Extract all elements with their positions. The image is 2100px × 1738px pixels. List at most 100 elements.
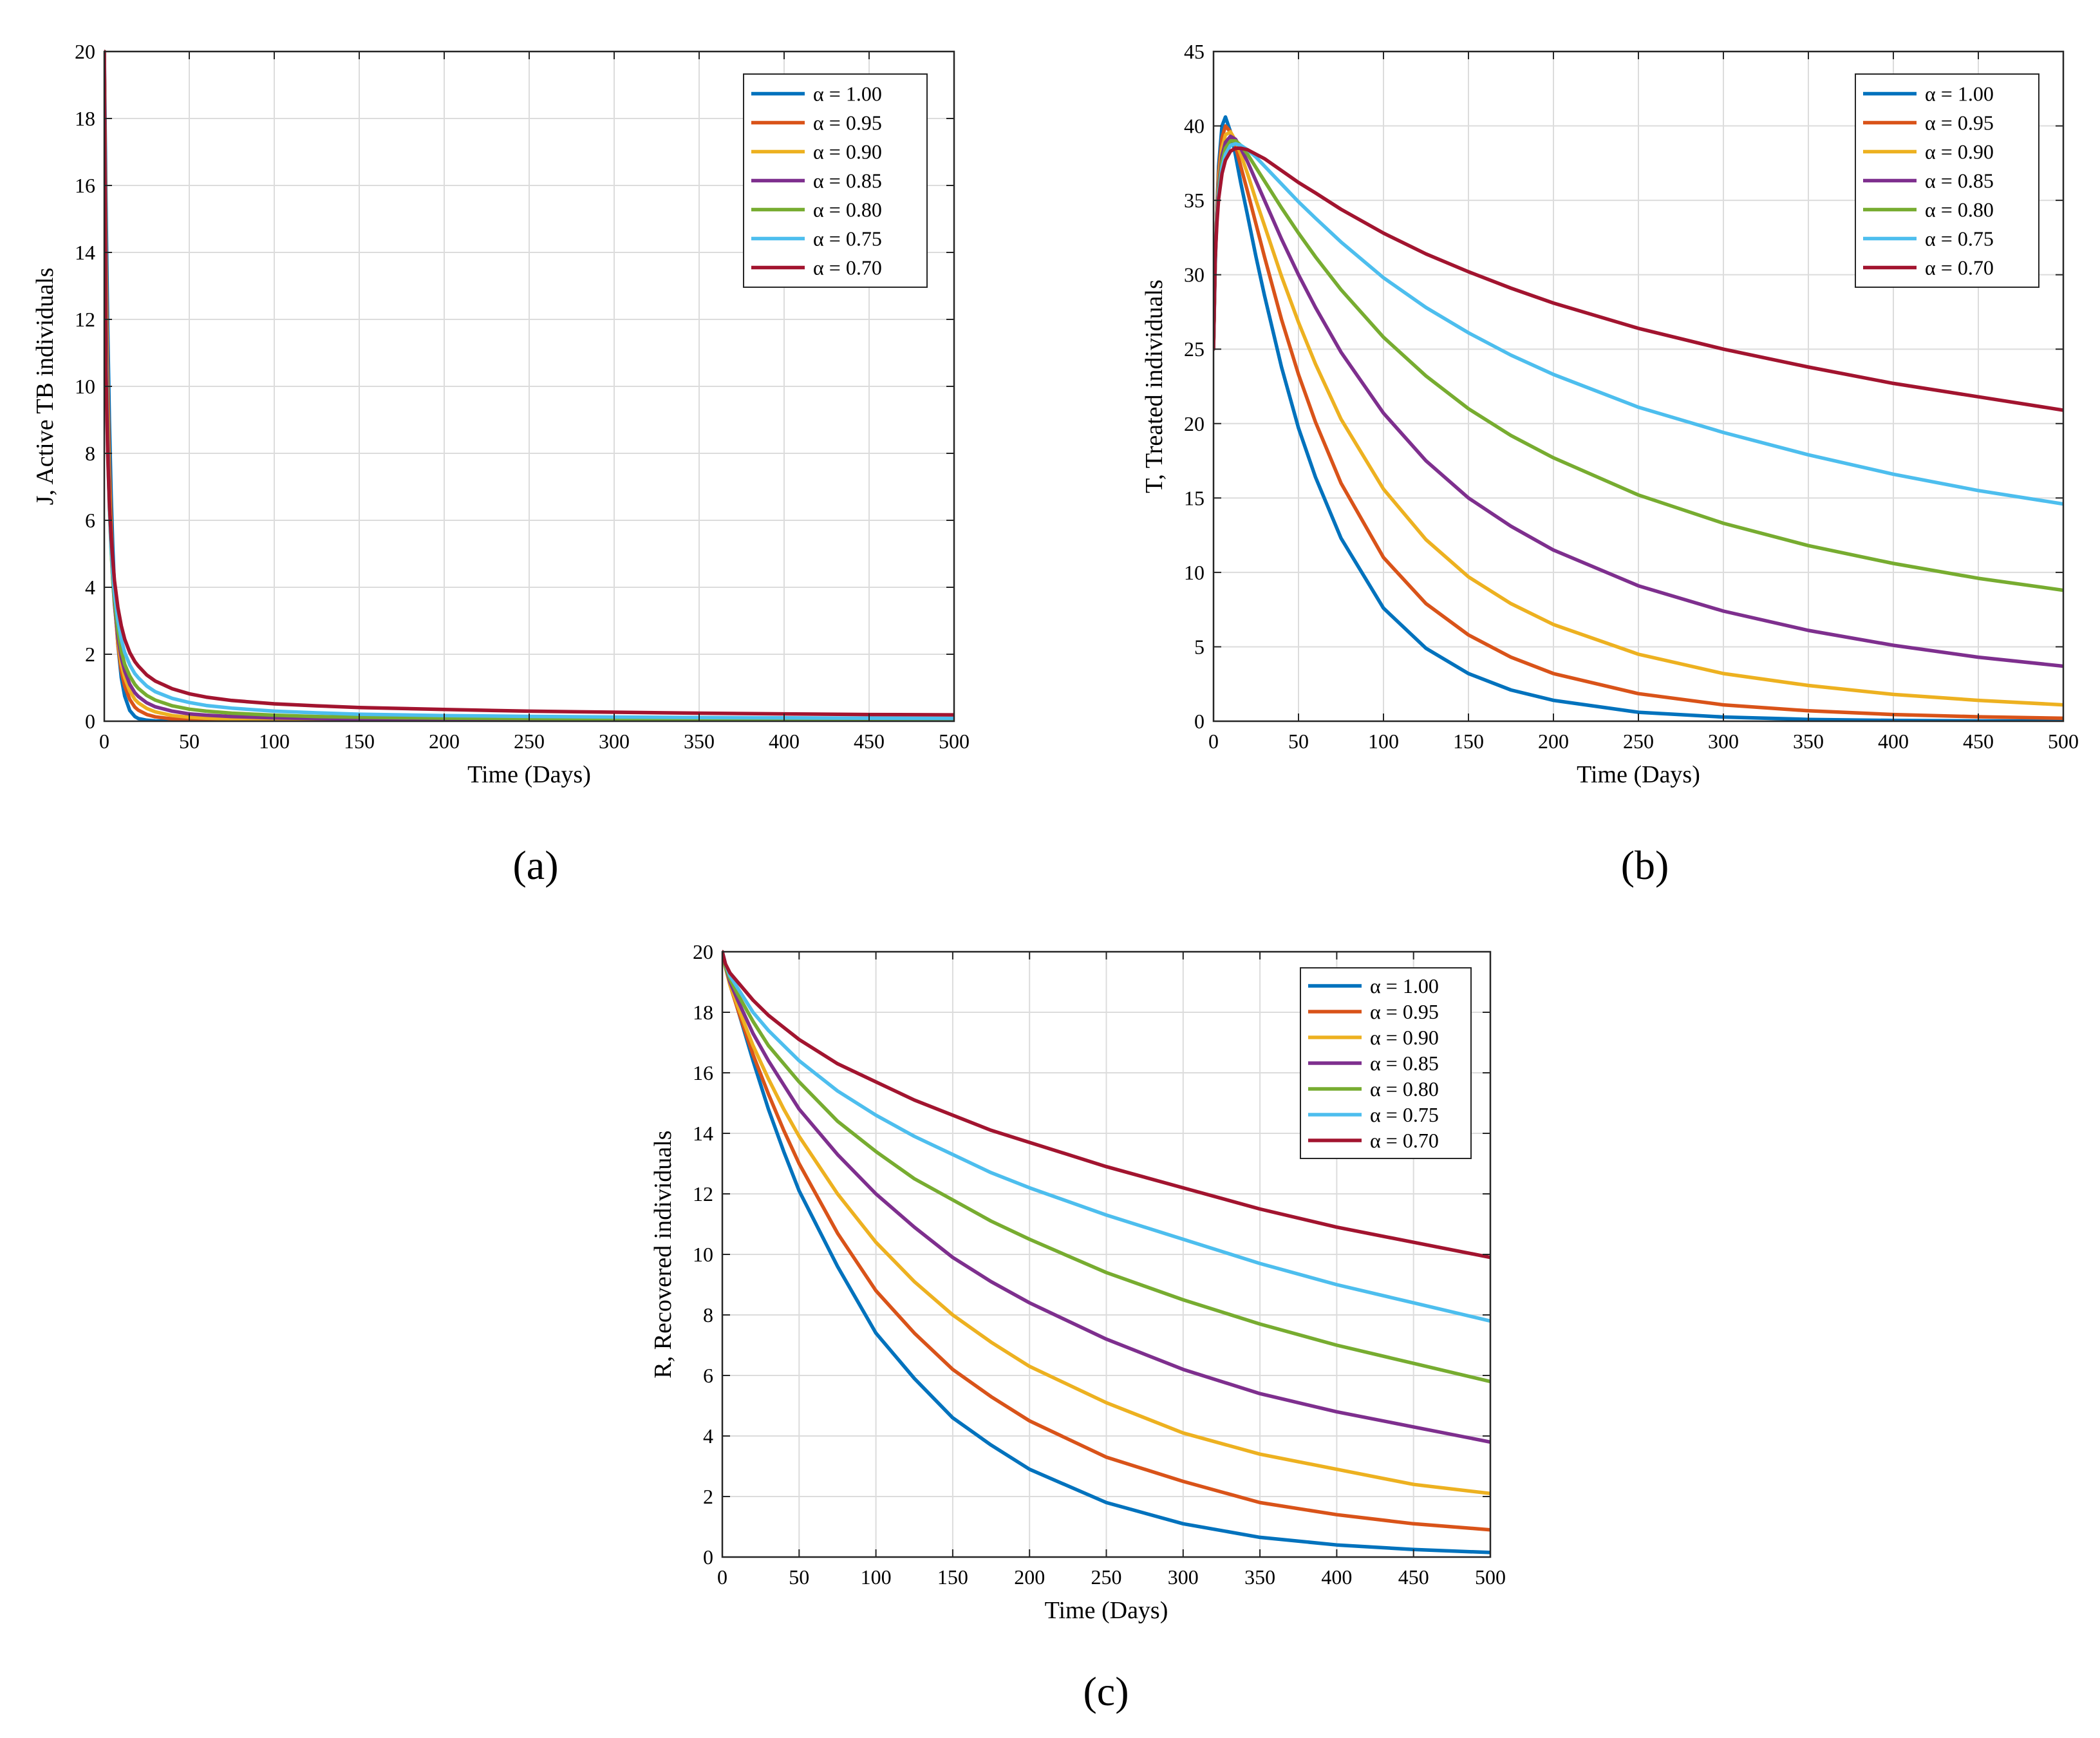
legend-entry-0: α = 1.00: [813, 82, 882, 106]
series-line-6: [104, 50, 954, 717]
x-tick-label: 300: [1168, 1565, 1199, 1589]
y-tick-label: 25: [1184, 337, 1205, 361]
y-tick-label: 12: [75, 308, 95, 331]
legend-entry-1: α = 0.95: [1925, 111, 1994, 135]
legend-entry-6: α = 0.70: [1925, 256, 1994, 279]
legend-entry-6: α = 0.70: [1370, 1129, 1439, 1152]
y-tick-label: 35: [1184, 189, 1205, 212]
panel-label: (b): [1621, 842, 1669, 888]
series-line-6: [722, 950, 1490, 1260]
y-tick-label: 30: [1184, 263, 1205, 287]
x-tick-label: 500: [939, 730, 970, 753]
series-line-2: [722, 950, 1490, 1496]
x-tick-label: 450: [854, 730, 885, 753]
y-tick-label: 20: [1184, 412, 1205, 435]
panel-label: (c): [1083, 1668, 1129, 1714]
x-tick-label: 200: [1538, 730, 1569, 753]
x-tick-label: 350: [1793, 730, 1824, 753]
y-tick-label: 40: [1184, 115, 1205, 138]
x-tick-label: 500: [1475, 1565, 1506, 1589]
y-tick-label: 14: [693, 1122, 713, 1145]
legend-entry-2: α = 0.90: [813, 140, 882, 164]
x-tick-label: 100: [259, 730, 290, 753]
y-tick-label: 8: [85, 442, 95, 465]
y-tick-label: 45: [1184, 40, 1205, 63]
x-tick-label: 450: [1963, 730, 1994, 753]
series-line-5: [722, 950, 1490, 1323]
y-tick-label: 15: [1184, 486, 1205, 509]
y-tick-label: 2: [703, 1485, 713, 1508]
series-line-6: [1214, 146, 2063, 412]
y-tick-label: 8: [703, 1303, 713, 1327]
x-tick-label: 50: [789, 1565, 809, 1589]
x-tick-label: 450: [1398, 1565, 1429, 1589]
series-line-4: [722, 950, 1490, 1384]
x-tick-label: 100: [861, 1565, 892, 1589]
y-tick-label: 6: [703, 1364, 713, 1387]
x-tick-label: 250: [1623, 730, 1654, 753]
x-tick-label: 250: [514, 730, 545, 753]
x-tick-label: 250: [1091, 1565, 1122, 1589]
y-tick-label: 20: [693, 940, 713, 963]
panel-label: (a): [512, 842, 558, 888]
x-tick-label: 300: [1708, 730, 1739, 753]
y-tick-label: 16: [693, 1061, 713, 1084]
legend-entry-0: α = 1.00: [1925, 82, 1994, 106]
legend-entry-5: α = 0.75: [1370, 1103, 1439, 1126]
y-tick-label: 4: [703, 1424, 713, 1448]
legend-entry-6: α = 0.70: [813, 256, 882, 279]
x-tick-label: 150: [344, 730, 375, 753]
y-tick-label: 10: [75, 375, 95, 398]
x-tick-label: 400: [1878, 730, 1909, 753]
series-line-0: [1214, 115, 2063, 721]
legend-entry-5: α = 0.75: [1925, 227, 1994, 250]
x-tick-label: 500: [2048, 730, 2079, 753]
series-line-3: [722, 950, 1490, 1444]
x-tick-label: 50: [179, 730, 200, 753]
legend-entry-4: α = 0.80: [813, 198, 882, 222]
y-tick-label: 0: [1194, 710, 1205, 733]
y-tick-label: 6: [85, 509, 95, 532]
legend-entry-3: α = 0.85: [1925, 169, 1994, 193]
y-tick-label: 2: [85, 643, 95, 666]
series-line-2: [1214, 130, 2063, 707]
y-tick-label: 10: [693, 1243, 713, 1266]
x-tick-label: 0: [1208, 730, 1219, 753]
legend-entry-1: α = 0.95: [813, 111, 882, 135]
x-tick-label: 200: [429, 730, 460, 753]
x-tick-label: 350: [684, 730, 715, 753]
legend-entry-0: α = 1.00: [1370, 974, 1439, 997]
y-tick-label: 5: [1194, 635, 1205, 658]
legend-entry-4: α = 0.80: [1370, 1077, 1439, 1100]
x-tick-label: 100: [1368, 730, 1399, 753]
y-tick-label: 16: [75, 174, 95, 197]
y-axis-label: T, Treated individuals: [1141, 279, 1168, 493]
x-tick-label: 50: [1288, 730, 1309, 753]
y-axis-label: R, Recovered individuals: [650, 1130, 677, 1378]
y-axis-label: J, Active TB individuals: [32, 268, 59, 505]
x-axis-label: Time (Days): [467, 761, 591, 788]
y-tick-label: 0: [703, 1545, 713, 1569]
legend-entry-3: α = 0.85: [1370, 1052, 1439, 1075]
y-tick-label: 14: [75, 241, 95, 264]
chart-panel-1: 0 50 100 150 200 250 300 350 400 450 500 0 5 10 15 20 25…: [1141, 40, 2079, 888]
chart-panel-0: 0 50 100 150 200 250 300 350 400 450 500 0 2 4 6 8 10 12 1…: [32, 40, 970, 888]
legend-entry-5: α = 0.75: [813, 227, 882, 250]
x-tick-label: 300: [599, 730, 630, 753]
x-tick-label: 150: [1453, 730, 1484, 753]
x-tick-label: 400: [769, 730, 800, 753]
y-tick-label: 0: [85, 710, 95, 733]
x-tick-label: 0: [717, 1565, 727, 1589]
x-tick-label: 200: [1014, 1565, 1045, 1589]
legend-entry-2: α = 0.90: [1925, 140, 1994, 164]
legend-entry-2: α = 0.90: [1370, 1026, 1439, 1049]
y-tick-label: 18: [693, 1001, 713, 1024]
y-tick-label: 20: [75, 40, 95, 63]
legend-entry-4: α = 0.80: [1925, 198, 1994, 222]
y-tick-label: 4: [85, 576, 95, 599]
y-tick-label: 18: [75, 107, 95, 130]
x-tick-label: 350: [1244, 1565, 1275, 1589]
x-tick-label: 0: [99, 730, 109, 753]
x-axis-label: Time (Days): [1577, 761, 1700, 788]
